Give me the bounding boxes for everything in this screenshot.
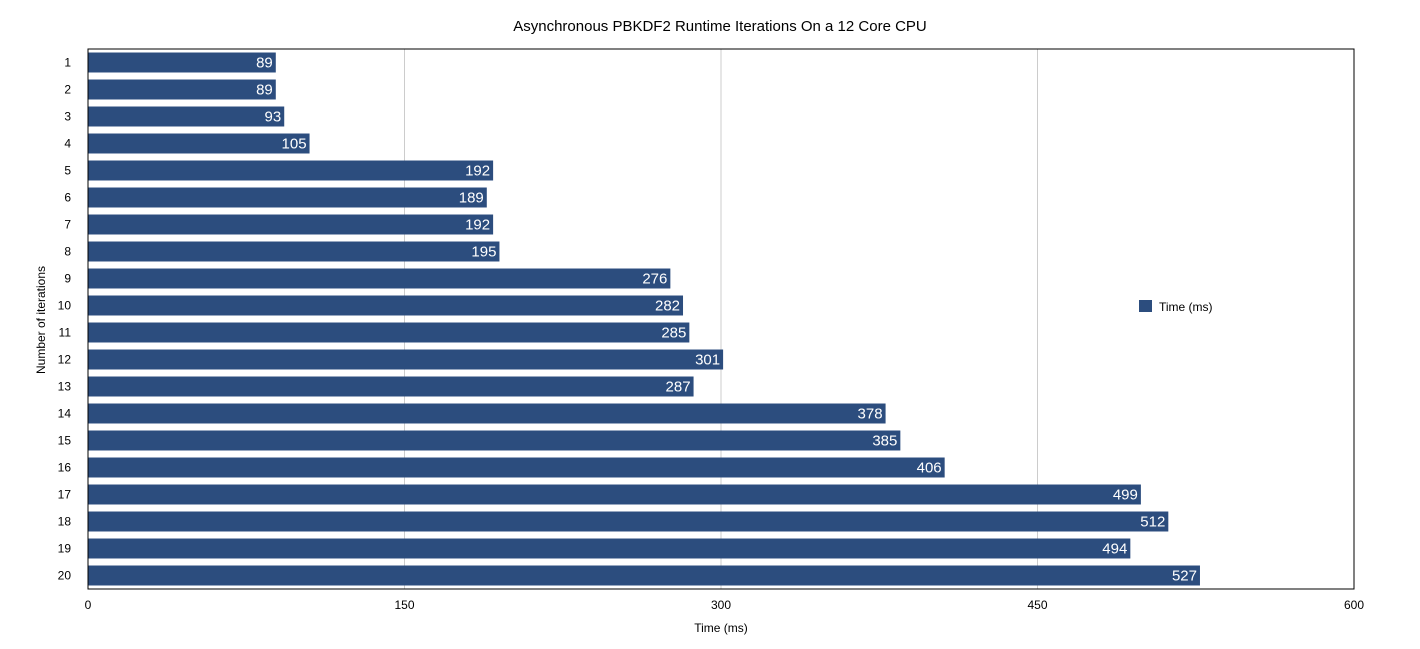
bar bbox=[88, 79, 276, 100]
bar bbox=[88, 565, 1200, 586]
bar-value-label: 105 bbox=[282, 136, 307, 153]
bar bbox=[88, 376, 694, 397]
bar-value-label: 89 bbox=[256, 82, 273, 99]
bar bbox=[88, 538, 1131, 559]
legend-label: Time (ms) bbox=[1159, 300, 1213, 314]
bar-value-label: 192 bbox=[465, 217, 490, 234]
plot-frame bbox=[87, 48, 1355, 590]
x-tick-label: 300 bbox=[711, 598, 731, 612]
legend: Time (ms) bbox=[1139, 300, 1213, 314]
y-tick-label: 12 bbox=[58, 353, 72, 367]
y-tick-label: 17 bbox=[58, 488, 72, 502]
x-tick-label: 150 bbox=[394, 598, 414, 612]
y-tick-label: 16 bbox=[58, 461, 72, 475]
bar-value-label: 378 bbox=[858, 406, 883, 423]
y-tick-label: 18 bbox=[58, 515, 72, 529]
bar-value-label: 282 bbox=[655, 298, 680, 315]
x-tick-label: 450 bbox=[1027, 598, 1047, 612]
bar bbox=[88, 511, 1169, 532]
bar bbox=[88, 133, 310, 154]
y-tick-label: 10 bbox=[58, 299, 72, 313]
bar bbox=[88, 457, 945, 478]
bar bbox=[88, 268, 671, 289]
bar bbox=[88, 106, 285, 127]
chart-title: Asynchronous PBKDF2 Runtime Iterations O… bbox=[513, 18, 927, 35]
x-axis-ticks: 0 150 300 450 600 bbox=[85, 598, 1365, 612]
bar-value-label: 301 bbox=[695, 352, 720, 369]
bar-value-label: 192 bbox=[465, 163, 490, 180]
y-tick-label: 5 bbox=[64, 164, 71, 178]
y-tick-label: 14 bbox=[58, 407, 72, 421]
y-tick-label: 3 bbox=[64, 110, 71, 124]
bar bbox=[88, 52, 276, 73]
y-tick-label: 6 bbox=[64, 191, 71, 205]
bar bbox=[88, 403, 886, 424]
bar-value-label: 189 bbox=[459, 190, 484, 207]
bar-value-label: 287 bbox=[666, 379, 691, 396]
bar-value-label: 527 bbox=[1172, 568, 1197, 585]
bar-value-label: 93 bbox=[265, 109, 282, 126]
bar bbox=[88, 214, 494, 235]
y-tick-label: 19 bbox=[58, 542, 72, 556]
bar-value-label: 385 bbox=[872, 433, 897, 450]
bar bbox=[88, 187, 487, 208]
bar-value-label: 285 bbox=[661, 325, 686, 342]
bar-value-label: 406 bbox=[917, 460, 942, 477]
bar-value-label: 499 bbox=[1113, 487, 1138, 504]
y-tick-label: 8 bbox=[64, 245, 71, 259]
x-tick-label: 600 bbox=[1344, 598, 1364, 612]
y-axis-label: Number of iterations bbox=[34, 266, 48, 374]
y-tick-label: 13 bbox=[58, 380, 72, 394]
y-tick-label: 1 bbox=[64, 56, 71, 70]
y-tick-label: 20 bbox=[58, 569, 72, 583]
x-axis-label: Time (ms) bbox=[694, 621, 748, 635]
y-tick-label: 2 bbox=[64, 83, 71, 97]
y-tick-label: 4 bbox=[64, 137, 71, 151]
y-tick-label: 7 bbox=[64, 218, 71, 232]
y-tick-label: 15 bbox=[58, 434, 72, 448]
bar bbox=[88, 349, 724, 370]
bar-value-label: 276 bbox=[642, 271, 667, 288]
bar bbox=[88, 160, 494, 181]
bar bbox=[88, 295, 684, 316]
x-tick-label: 0 bbox=[85, 598, 92, 612]
bar bbox=[88, 484, 1141, 505]
bar-value-label: 89 bbox=[256, 55, 273, 72]
bar bbox=[88, 241, 500, 262]
y-tick-label: 11 bbox=[59, 326, 72, 340]
legend-swatch bbox=[1139, 300, 1152, 312]
bar bbox=[88, 322, 690, 343]
grid bbox=[404, 49, 1038, 589]
bar bbox=[88, 430, 901, 451]
y-tick-label: 9 bbox=[64, 272, 71, 286]
bar-value-label: 195 bbox=[471, 244, 496, 261]
bar-value-label: 512 bbox=[1140, 514, 1165, 531]
bar-value-label: 494 bbox=[1102, 541, 1127, 558]
